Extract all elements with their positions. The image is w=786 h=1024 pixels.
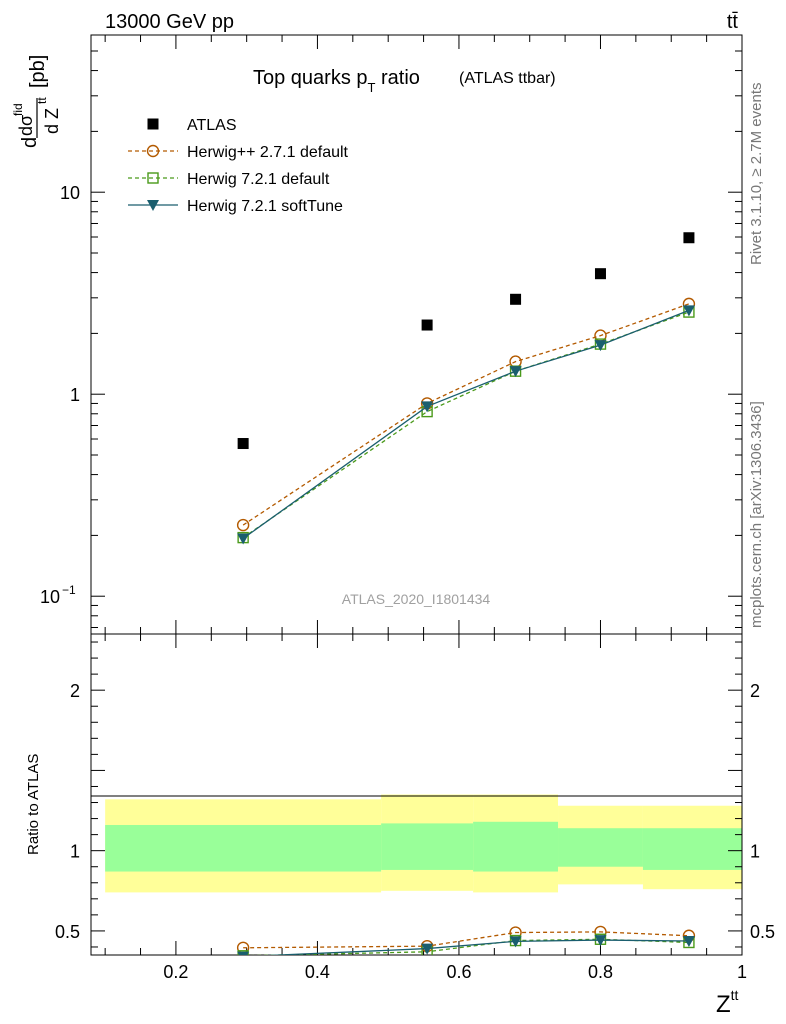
svg-text:[pb]: [pb] (27, 55, 49, 88)
main-series-layer (236, 232, 696, 545)
ratio-stat-uncertainty-band (642, 828, 742, 870)
series-2-line (242, 311, 690, 539)
ratio-series-2-point (509, 936, 522, 948)
x-tick-label: 0.6 (446, 962, 471, 982)
legend-entry-label: Herwig 7.2.1 softTune (187, 198, 343, 215)
ratio-y-tick-label-right: 2 (750, 681, 760, 701)
series-1-point (236, 518, 250, 532)
ratio-y-axis-label: Ratio to ATLAS (25, 754, 42, 855)
y-tick-label: 1 (70, 385, 80, 405)
x-axis-label-sup: tt (731, 987, 739, 1003)
ratio-series-2-line (265, 939, 689, 955)
x-axis-label-main: Z (716, 991, 731, 1018)
series-0-point (421, 319, 433, 331)
y-tick-label: 10 (60, 183, 80, 203)
x-axis-label: Ztt (716, 987, 739, 1018)
series-3-point (237, 533, 250, 545)
legend-entry-label: ATLAS (187, 117, 237, 134)
legend-marker (147, 172, 159, 184)
plot-title-main: Top quarks p (253, 67, 368, 89)
series-0-point (237, 438, 249, 450)
plot-title-sub: T (368, 80, 376, 95)
ratio-series-2-point (594, 935, 607, 947)
legend-marker (147, 200, 159, 211)
series-1-line (242, 303, 690, 526)
process-label: tt̄ (727, 11, 739, 33)
series-3-point (682, 305, 695, 317)
y-tick-label: 10 (40, 587, 60, 607)
series-3-line (242, 309, 690, 540)
svg-text:fid: fid (11, 103, 25, 116)
analysis-watermark: ATLAS_2020_I1801434 (342, 591, 491, 607)
x-tick-label: 0.8 (588, 962, 613, 982)
plot-title-rest: ratio (375, 67, 419, 89)
legend-entry-label: Herwig 7.2.1 default (187, 171, 330, 188)
main-y-axis-label: d dσ fid d Z tt [pb] (11, 55, 62, 148)
series-3-point (509, 366, 522, 378)
ratio-series-2-point (421, 943, 434, 955)
ratio-series-1-point (237, 950, 249, 955)
series-0-point (683, 232, 695, 244)
x-tick-label: 0.2 (163, 962, 188, 982)
y-tick-label-exponent: −1 (62, 583, 76, 597)
ratio-series-layer (236, 925, 696, 955)
ratio-y-tick-label: 0.5 (55, 922, 80, 942)
ratio-series-2-point (682, 936, 695, 948)
legend-entry-label: Herwig++ 2.7.1 default (187, 144, 349, 161)
svg-text:tt: tt (35, 97, 49, 104)
ratio-stat-uncertainty-band (381, 823, 474, 870)
ratio-y-tick-label: 2 (70, 681, 80, 701)
plot-title-note: (ATLAS ttbar) (459, 70, 556, 87)
x-tick-label: 0.4 (305, 962, 330, 982)
ratio-series-0-line (243, 931, 689, 949)
ratio-band-layer (105, 794, 742, 893)
svg-text:dσ: dσ (16, 115, 36, 136)
series-0-point (510, 293, 522, 305)
legend: ATLAS Herwig++ 2.7.1 default Herwig 7.2.1 … (128, 117, 349, 215)
legend-marker (146, 144, 160, 158)
ratio-series-2-point (237, 951, 250, 955)
series-3-point (594, 340, 607, 352)
rivet-version-label: Rivet 3.1.10, ≥ 2.7M events (748, 83, 765, 266)
energy-label: 13000 GeV pp (105, 11, 234, 33)
svg-text:d: d (19, 137, 41, 148)
ratio-stat-uncertainty-band (473, 821, 559, 872)
series-3-point (421, 401, 434, 413)
ratio-stat-uncertainty-band (558, 828, 643, 867)
ratio-plot-frame (90, 633, 743, 956)
svg-text:d Z: d Z (42, 108, 62, 134)
ratio-stat-uncertainty-band (105, 824, 382, 872)
series-0-point (594, 268, 606, 280)
legend-marker (147, 118, 159, 130)
x-tick-label: 1 (737, 962, 747, 982)
source-label: mcplots.cern.ch [arXiv:1306.3436] (748, 401, 765, 628)
ratio-y-tick-label-right: 1 (750, 842, 760, 862)
ratio-y-tick-label-right: 0.5 (750, 922, 775, 942)
plot-title: Top quarks pT ratio (253, 67, 420, 95)
ratio-y-tick-label: 1 (70, 842, 80, 862)
